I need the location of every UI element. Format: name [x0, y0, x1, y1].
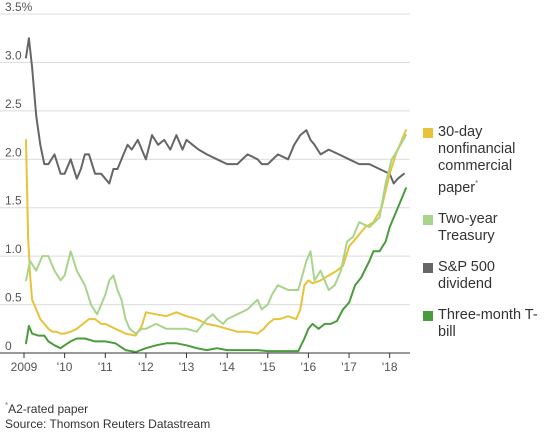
x-axis: 2009 '10 '11 '12 '13 '14 '15 '16 '17 '18 [0, 352, 410, 374]
y-axis-tick-labels: 0 0.5 1.0 1.5 2.0 2.5 3.0 3.5% [5, 0, 33, 353]
legend-swatch-three-month-tbill [423, 310, 433, 321]
x-tick-label: 2009 [11, 360, 38, 374]
x-tick-label: '12 [138, 360, 154, 374]
series-line [25, 187, 407, 353]
legend-item-two-year-treasury: Two-year Treasury [423, 211, 547, 245]
legend-label: 30-day nonfinancial commercial paper* [438, 124, 516, 196]
x-tick-label: '14 [219, 360, 235, 374]
y-tick-label: 2.0 [5, 145, 22, 159]
y-tick-label: 2.5 [5, 97, 22, 111]
legend-label: Three-month T-bill [438, 306, 538, 340]
legend-swatch-sp500-dividend [423, 262, 433, 273]
gridlines [0, 13, 410, 306]
legend: 30-day nonfinancial commercial paper* Tw… [423, 124, 547, 355]
x-tick-label: '16 [301, 360, 317, 374]
chart-notes: *A2-rated paper Source: Thomson Reuters … [5, 398, 210, 432]
series-line [25, 134, 407, 335]
y-tick-label: 0.5 [5, 291, 22, 305]
legend-item-sp500-dividend: S&P 500 dividend [423, 259, 547, 293]
x-tick-label: '11 [98, 360, 113, 374]
x-tick-label: '10 [57, 360, 73, 374]
legend-label: Two-year Treasury [438, 210, 498, 244]
y-tick-label: 1.5 [5, 194, 22, 208]
x-tick-label: '15 [260, 360, 276, 374]
y-tick-label: 1.0 [5, 242, 22, 256]
series-line [25, 37, 405, 185]
x-tick-label: '18 [382, 360, 398, 374]
x-tick-label: '13 [179, 360, 195, 374]
series-line [25, 129, 407, 337]
y-tick-label: 3.5% [5, 0, 33, 14]
legend-swatch-commercial-paper [423, 128, 433, 138]
legend-label: S&P 500 dividend [438, 258, 495, 292]
series-lines [25, 37, 407, 353]
y-tick-label: 3.0 [5, 48, 22, 62]
legend-item-commercial-paper: 30-day nonfinancial commercial paper* [423, 124, 547, 197]
x-tick-label: '17 [341, 360, 357, 374]
source-note: Source: Thomson Reuters Datastream [5, 417, 211, 431]
y-tick-label: 0 [5, 339, 12, 353]
legend-swatch-two-year-treasury [423, 214, 433, 225]
footnote: *A2-rated paper [5, 401, 89, 416]
legend-item-three-month-tbill: Three-month T-bill [423, 307, 547, 341]
